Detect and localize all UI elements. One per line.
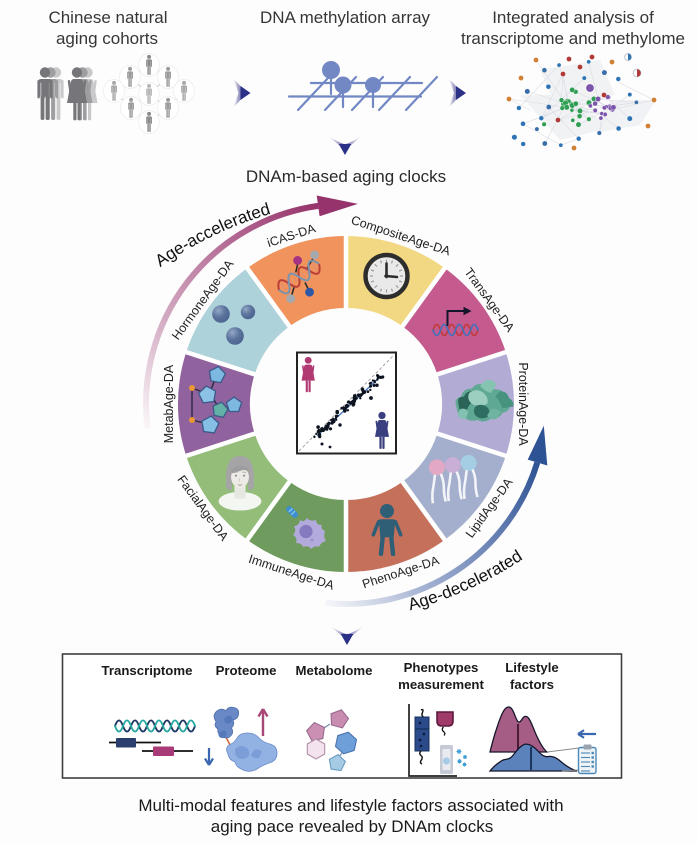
svg-text:DNAm-based aging clocks: DNAm-based aging clocks [246, 167, 446, 186]
svg-text:Lifestyle: Lifestyle [505, 660, 559, 675]
svg-text:DNA methylation array: DNA methylation array [260, 8, 431, 27]
svg-text:Multi-modal features and lifes: Multi-modal features and lifestyle facto… [138, 796, 563, 815]
svg-text:Phenotypes: Phenotypes [404, 660, 479, 675]
svg-text:MetabAge-DA: MetabAge-DA [162, 364, 176, 443]
svg-text:Integrated analysis of: Integrated analysis of [492, 8, 654, 27]
svg-text:Age-accelerated: Age-accelerated [152, 199, 273, 270]
svg-text:factors: factors [510, 677, 554, 692]
svg-text:transcriptome and methylome: transcriptome and methylome [461, 29, 685, 48]
svg-text:measurement: measurement [398, 677, 484, 692]
svg-text:aging cohorts: aging cohorts [56, 29, 158, 48]
svg-text:ProteinAge-DA: ProteinAge-DA [516, 362, 530, 446]
svg-text:Proteome: Proteome [216, 663, 277, 678]
svg-text:aging pace revealed by DNAm cl: aging pace revealed by DNAm clocks [211, 817, 494, 836]
svg-text:Chinese natural: Chinese natural [48, 8, 167, 27]
svg-text:Transcriptome: Transcriptome [102, 663, 193, 678]
svg-text:Metabolome: Metabolome [296, 663, 373, 678]
